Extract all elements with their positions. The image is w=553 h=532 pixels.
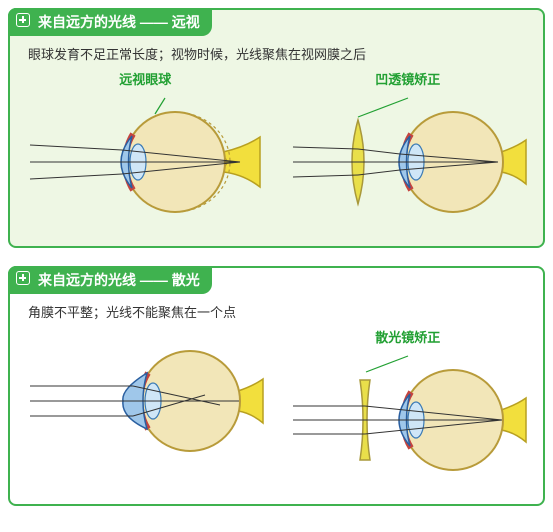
svg-hyperopia-corrected [288,92,528,232]
panel-astigmatism: 来自远方的光线 —— 散光 角膜不平整；光线不能聚焦在一个点 [8,266,545,506]
panel-hyperopia: 来自远方的光线 —— 远视 眼球发育不足正常长度；视物时候，光线聚焦在视网膜之后… [8,8,545,248]
diagram-row-hyperopia: 远视眼球 [24,69,529,232]
label-hyperopia-eye: 远视眼球 [24,69,267,88]
plus-icon [16,271,30,285]
diagram-hyperopia-eye: 远视眼球 [24,69,267,232]
diagram-astigmatism-eye [24,327,267,471]
subtitle-hyperopia: 眼球发育不足正常长度；视物时候，光线聚焦在视网膜之后 [28,44,525,63]
header-text: 来自远方的光线 —— 远视 [38,12,200,32]
svg-astigmatism-corrected [288,350,528,490]
header-text: 来自远方的光线 —— 散光 [38,270,200,290]
svg-astigmatism-eye [25,331,265,471]
label-astigmatism-corrected: 散光镜矫正 [287,327,530,346]
plus-icon [16,13,30,27]
diagram-hyperopia-corrected: 凹透镜矫正 [287,69,530,232]
svg-hyperopia-eye [25,92,265,232]
panel-header-hyperopia: 来自远方的光线 —— 远视 [8,8,212,36]
diagram-row-astigmatism: 散光镜矫正 [24,327,529,490]
panel-header-astigmatism: 来自远方的光线 —— 散光 [8,266,212,294]
diagram-astigmatism-corrected: 散光镜矫正 [287,327,530,490]
subtitle-astigmatism: 角膜不平整；光线不能聚焦在一个点 [28,302,525,321]
label-hyperopia-corrected: 凹透镜矫正 [287,69,530,88]
